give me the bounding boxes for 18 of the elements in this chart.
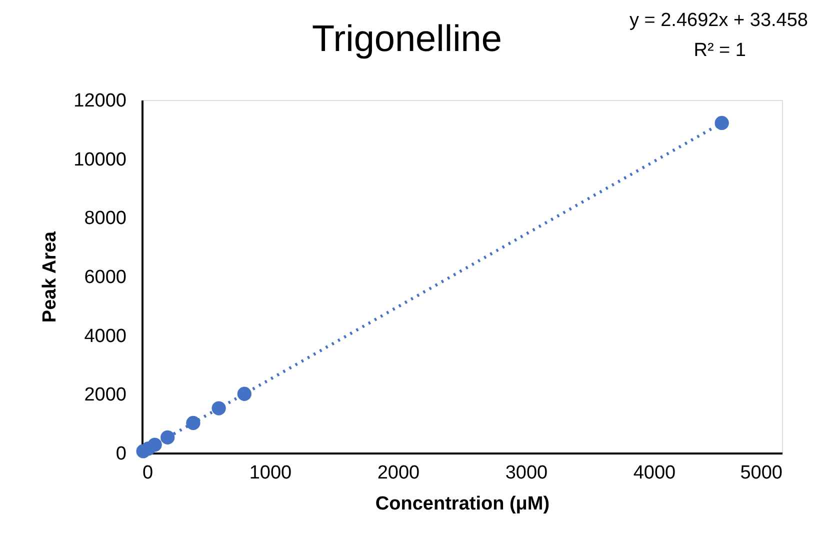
y-tick-label: 4000 <box>84 326 126 347</box>
x-axis-title: Concentration (μM) <box>375 494 550 514</box>
x-tick-label: 3000 <box>505 462 548 484</box>
y-tick-label: 6000 <box>84 267 126 288</box>
y-tick-label: 2000 <box>84 384 126 406</box>
text: y = 2.4692x + 33.458 <box>629 10 808 31</box>
x-tick-label: 1000 <box>249 462 292 484</box>
y-tick-label: 0 <box>116 444 126 464</box>
x-tick-label: 4000 <box>633 462 676 484</box>
y-axis-title: Peak Area <box>40 230 61 323</box>
y-tick-label: 10000 <box>74 149 126 170</box>
chart-title: Trigonelline <box>312 18 502 59</box>
y-tick-label: 12000 <box>74 90 126 112</box>
text: R² = 1 <box>694 40 746 61</box>
x-tick-label: 5000 <box>740 462 782 484</box>
x-tick-label: 2000 <box>377 462 420 484</box>
y-tick-label: 8000 <box>84 208 126 230</box>
x-tick-label: 0 <box>142 462 154 484</box>
